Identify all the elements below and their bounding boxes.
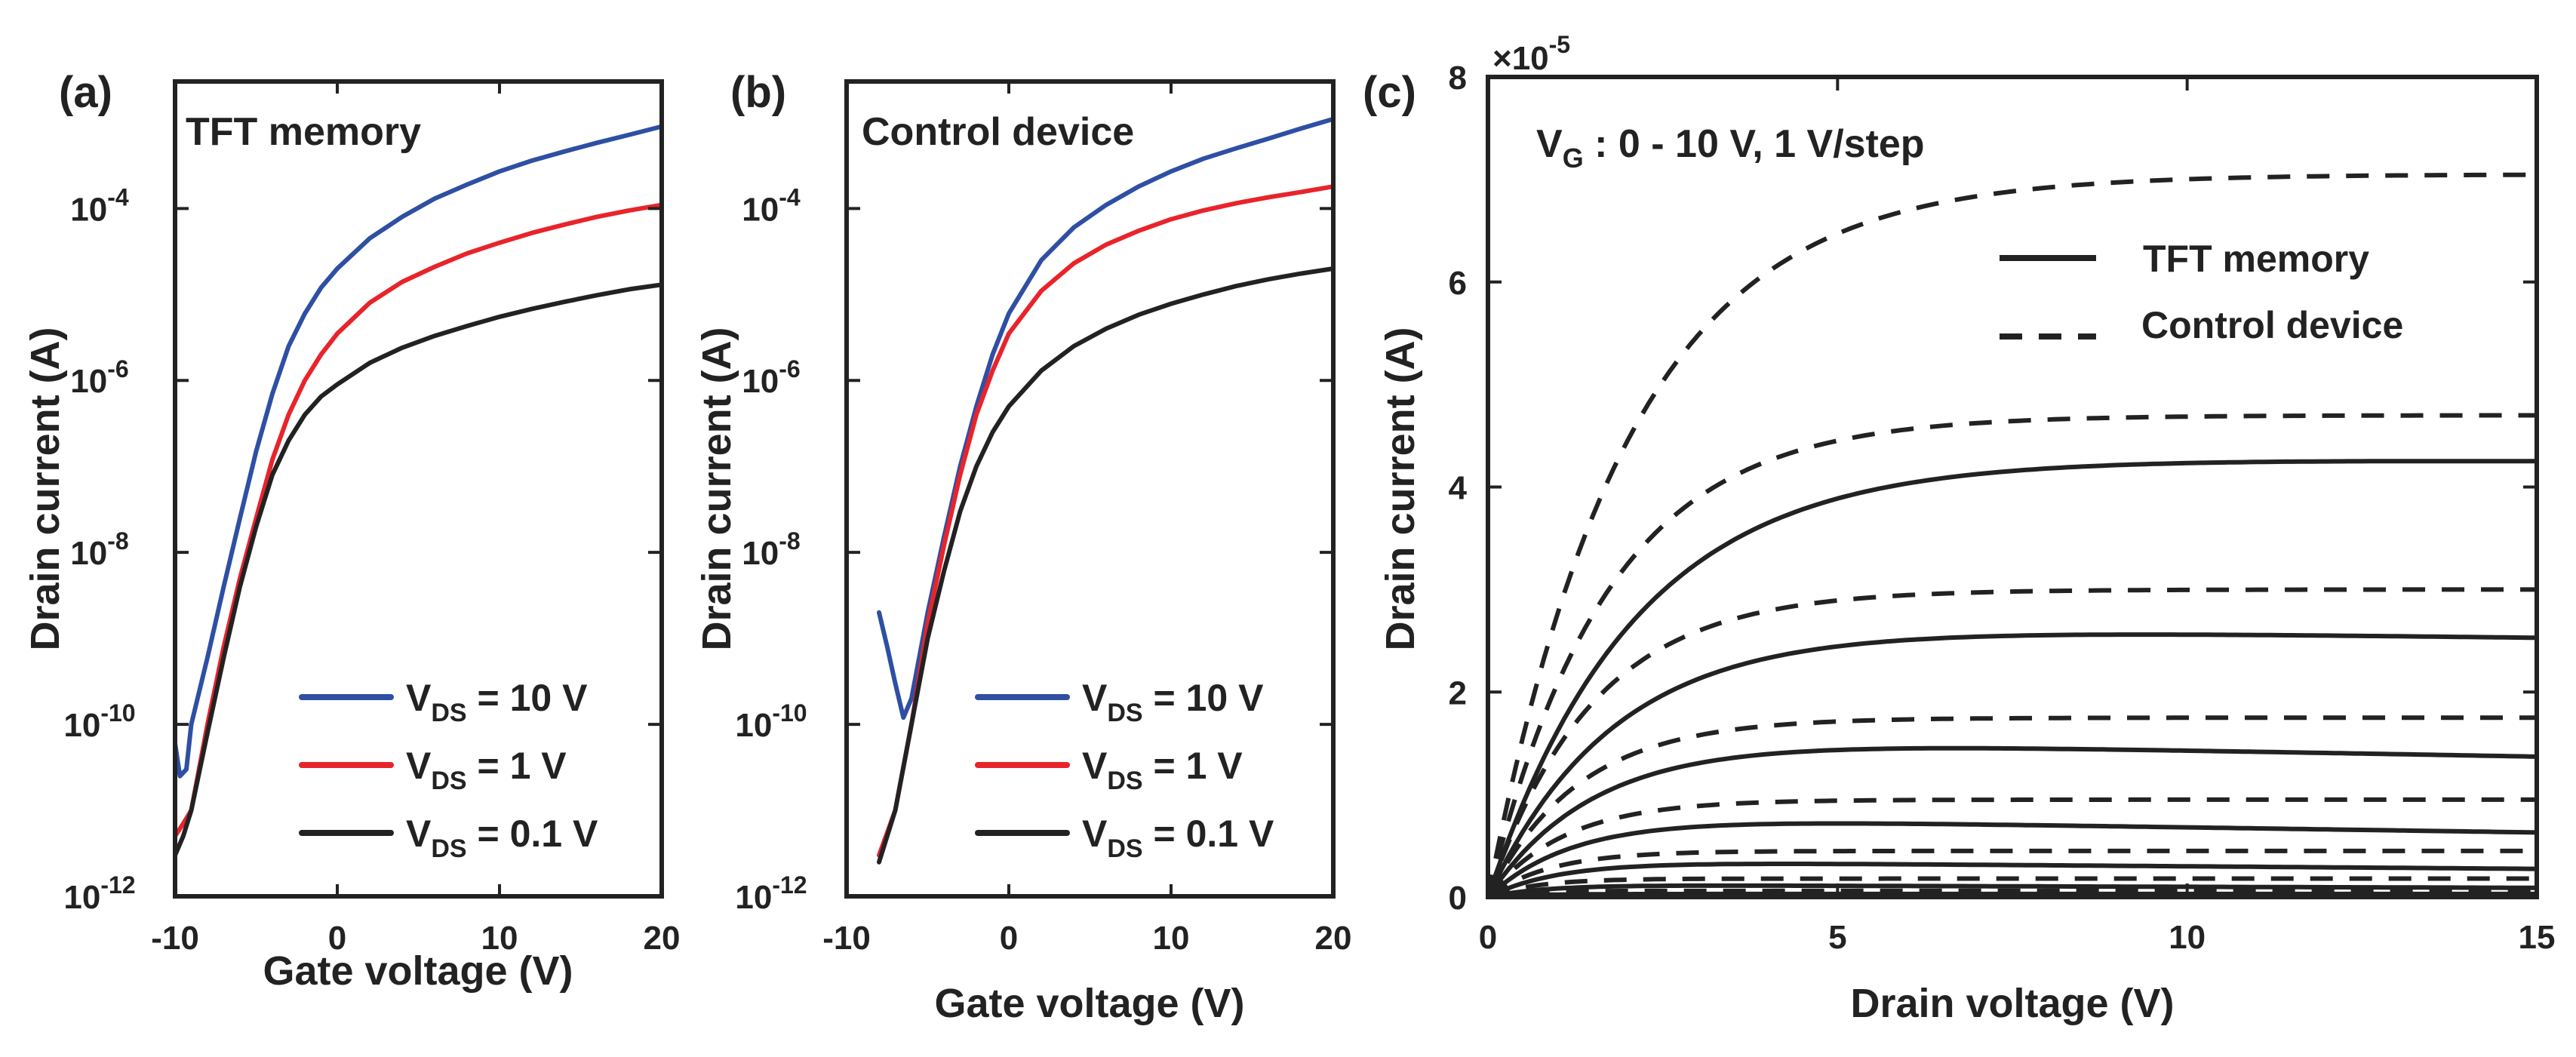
panel-c-xlabel: Drain voltage (V): [1850, 981, 2174, 1026]
b-xtick-label: -10: [822, 920, 871, 957]
b-ytick-label: 10-4: [742, 183, 801, 228]
a-xtick-label: 10: [481, 920, 518, 957]
b-series-1: [877, 184, 1336, 858]
c-tft-curve-0: [1486, 459, 2537, 898]
panel-b-title: Control device: [862, 110, 1134, 154]
panel-a-legend-label-10v: VDS = 10 V: [406, 677, 588, 727]
a-ytick-label: 10-8: [70, 527, 128, 572]
b-series-0: [877, 116, 1336, 721]
panel-b-frame: [844, 79, 1336, 899]
c-control-curve-2: [1486, 587, 2537, 899]
c-ytick-label: 4: [1449, 470, 1468, 507]
panel-c-ticks: [1486, 75, 2538, 899]
panel-b-legend: VDS = 10 V VDS = 1 V VDS = 0.1 V: [975, 677, 1274, 863]
panel-c: 0 5 10 15 0 2 4 6 8 (c) ×10-5 VG : 0 - 10 V, 1 V…: [1363, 31, 2555, 1026]
c-ytick-label: 0: [1449, 880, 1467, 917]
panel-b-tick-labels: -10 0 10 20 10-12 10-10 10-8 10-6 10-4: [735, 183, 1351, 957]
b-xtick-label: 0: [1000, 920, 1018, 957]
a-ytick-label: 10-4: [70, 183, 129, 228]
b-ytick-label: 10-6: [742, 355, 800, 400]
b-ytick-label: 10-8: [742, 527, 800, 572]
a-ytick-label: 10-12: [63, 871, 135, 916]
panel-a-tick-labels: -10 0 10 20 10-12 10-10 10-8 10-6 10-4: [63, 183, 680, 957]
panel-c-curves: [1486, 172, 2538, 899]
b-xtick-label: 20: [1315, 920, 1352, 957]
c-tft-curve-6: [1487, 891, 2537, 899]
a-series-2: [173, 282, 664, 858]
panel-b-curves: [877, 116, 1336, 865]
c-xtick-label: 0: [1479, 919, 1497, 956]
c-control-curve-5: [1486, 848, 2537, 899]
a-ytick-label: 10-6: [70, 355, 128, 400]
c-control-curve-6: [1486, 876, 2537, 899]
c-xtick-label: 15: [2519, 919, 2556, 956]
panel-b-legend-label-10v: VDS = 10 V: [1082, 677, 1264, 727]
a-xtick-label: 0: [328, 920, 346, 957]
c-ytick-label: 8: [1449, 60, 1467, 97]
panel-a-legend-label-0.1v: VDS = 0.1 V: [406, 813, 598, 863]
panel-c-annotation: VG : 0 - 10 V, 1 V/step: [1536, 122, 1925, 174]
c-tft-curve-1: [1486, 632, 2538, 899]
panel-c-label: (c): [1363, 68, 1416, 117]
b-ytick-label: 10-12: [735, 871, 807, 916]
a-series-0: [173, 124, 664, 779]
a-series-1: [173, 202, 664, 839]
a-xtick-label: 20: [644, 920, 681, 957]
c-ytick-label: 2: [1449, 674, 1467, 711]
panel-b-legend-label-1v: VDS = 1 V: [1082, 745, 1243, 795]
panel-b-ylabel: Drain current (A): [694, 327, 739, 650]
panel-a-curves: [173, 124, 664, 858]
panel-a-ticks: [174, 81, 663, 898]
panel-a-legend-label-1v: VDS = 1 V: [406, 745, 567, 795]
panel-b-label: (b): [730, 68, 786, 117]
c-tft-curve-3: [1486, 821, 2538, 899]
panel-a-legend: VDS = 10 V VDS = 1 V VDS = 0.1 V: [299, 677, 598, 863]
b-ytick-label: 10-10: [735, 699, 807, 744]
a-ytick-label: 10-10: [63, 699, 135, 744]
panel-b-legend-label-0.1v: VDS = 0.1 V: [1082, 813, 1274, 863]
c-control-curve-1: [1486, 413, 2537, 898]
panel-b: -10 0 10 20 10-12 10-10 10-8 10-6 10-4 (b) Contr…: [694, 68, 1351, 1026]
panel-c-ylabel: Drain current (A): [1378, 327, 1423, 650]
c-tft-curve-5: [1487, 883, 2538, 899]
panel-c-legend: TFT memory Control device: [2000, 238, 2403, 346]
panel-c-tick-labels: 0 5 10 15 0 2 4 6 8: [1449, 60, 2556, 956]
c-control-curve-4: [1486, 797, 2537, 899]
panel-a-xlabel: Gate voltage (V): [263, 948, 573, 994]
a-xtick-label: -10: [151, 920, 199, 957]
panel-a-title: TFT memory: [186, 110, 421, 154]
panel-a-label: (a): [59, 68, 112, 117]
c-xtick-label: 5: [1828, 919, 1846, 956]
b-series-2: [877, 266, 1336, 865]
panel-c-legend-label-tft: TFT memory: [2143, 238, 2369, 280]
panel-a: -10 0 10 20 10-12 10-10 10-8 10-6 10-4 (a) TFT m…: [23, 68, 680, 994]
panel-b-ticks: [845, 81, 1335, 898]
panel-a-ylabel: Drain current (A): [23, 327, 68, 650]
panel-a-frame: [173, 79, 664, 899]
c-control-curve-3: [1486, 715, 2537, 899]
c-xtick-label: 10: [2169, 919, 2206, 956]
b-xtick-label: 10: [1153, 920, 1190, 957]
panel-c-legend-label-control: Control device: [2141, 304, 2403, 346]
c-tft-curve-2: [1486, 745, 2538, 899]
c-control-curve-7: [1487, 888, 2537, 899]
c-tft-curve-4: [1486, 862, 2537, 899]
panel-b-xlabel: Gate voltage (V): [934, 981, 1244, 1026]
c-control-curve-0: [1486, 172, 2537, 898]
c-ytick-label: 6: [1449, 265, 1467, 302]
panel-c-y-multiplier: ×10-5: [1492, 31, 1570, 77]
